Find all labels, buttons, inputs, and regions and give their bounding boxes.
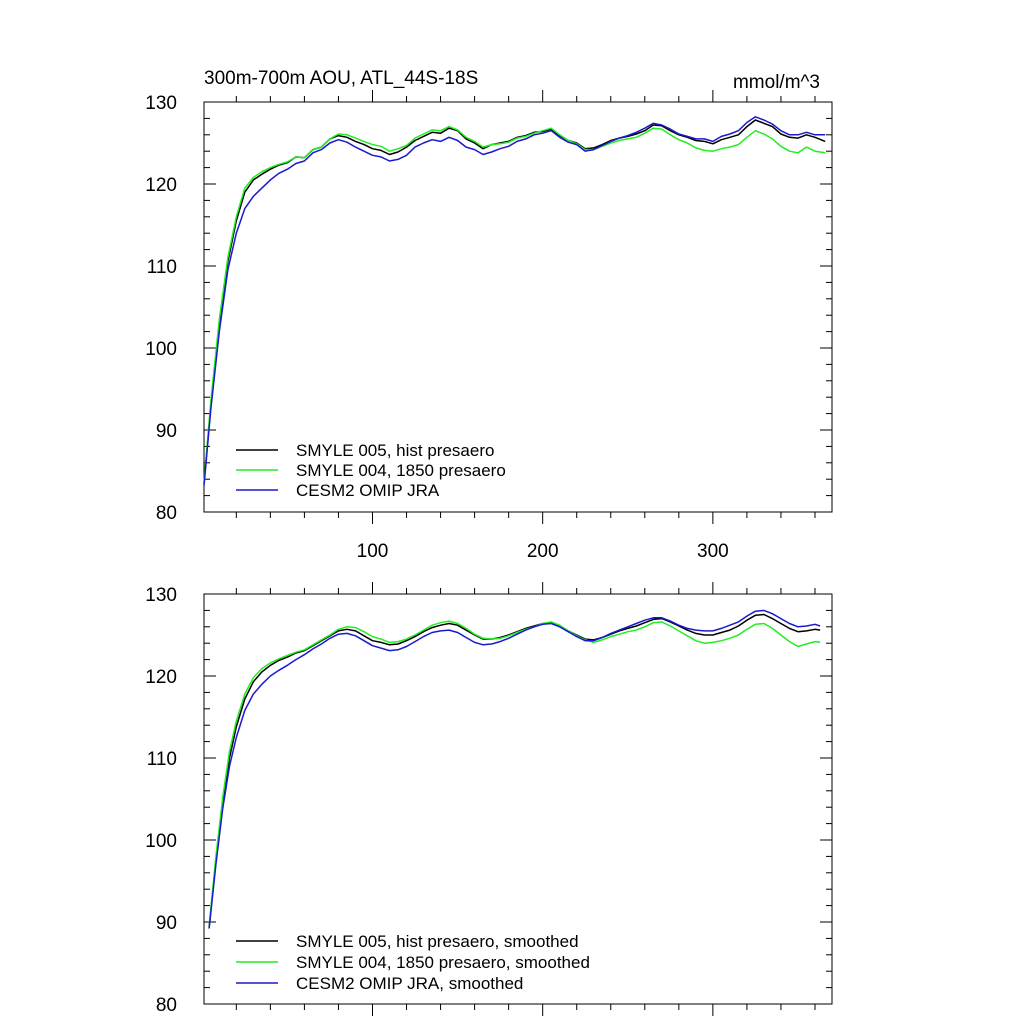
- series-line-0: [208, 613, 821, 928]
- legend-label: SMYLE 004, 1850 presaero: [296, 461, 506, 480]
- legend-label: CESM2 OMIP JRA, smoothed: [296, 974, 523, 993]
- x-tick-label: 100: [357, 541, 389, 562]
- y-tick-label: 90: [156, 913, 177, 934]
- series-line-1: [203, 125, 826, 484]
- series-line-2: [203, 116, 826, 486]
- figure-title: 300m-700m AOU, ATL_44S-18S: [204, 68, 478, 89]
- series-line-0: [203, 119, 826, 484]
- y-tick-label: 110: [147, 749, 177, 770]
- plot-frame: [203, 101, 833, 513]
- series-line-2: [208, 609, 821, 929]
- y-tick-label: 120: [145, 667, 177, 688]
- y-tick-label: 130: [145, 93, 177, 114]
- legend-label: CESM2 OMIP JRA: [296, 481, 440, 500]
- y-tick-label: 100: [145, 831, 177, 852]
- top-panel: 80 90 100 110 120 130 100 200 300 SMYLE 005, hist…: [145, 90, 833, 562]
- series-line-1: [208, 620, 821, 927]
- y-tick-label: 90: [156, 421, 177, 442]
- bottom-panel: 80 90 100 110 120 130 SMYLE 005, hist presaero…: [145, 582, 833, 1016]
- y-tick-label: 130: [145, 585, 177, 606]
- plot-frame: [203, 593, 833, 1005]
- y-tick-label: 80: [156, 503, 177, 524]
- y-tick-label: 100: [145, 339, 177, 360]
- y-tick-label: 110: [147, 257, 177, 278]
- legend-label: SMYLE 005, hist presaero: [296, 441, 494, 460]
- x-tick-label: 300: [697, 541, 729, 562]
- legend-label: SMYLE 004, 1850 presaero, smoothed: [296, 953, 590, 972]
- y-tick-label: 120: [145, 175, 177, 196]
- x-tick-label: 200: [527, 541, 559, 562]
- legend-label: SMYLE 005, hist presaero, smoothed: [296, 932, 579, 951]
- y-tick-label: 80: [156, 995, 177, 1016]
- units-label: mmol/m^3: [733, 72, 820, 93]
